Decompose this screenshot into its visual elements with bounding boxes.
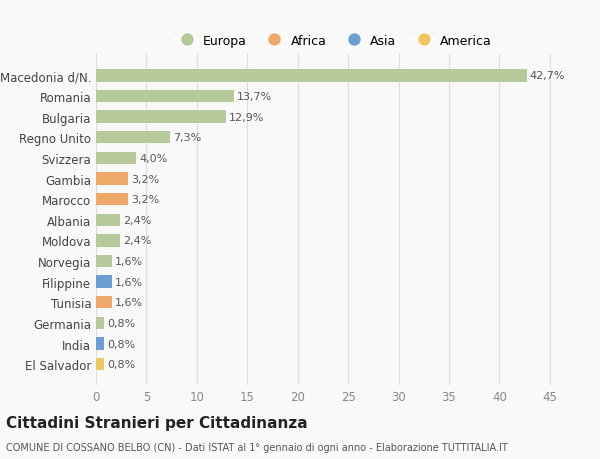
Text: 0,8%: 0,8% [107,318,136,328]
Bar [96,132,170,144]
Text: 13,7%: 13,7% [237,92,272,102]
Bar [96,91,234,103]
Text: 12,9%: 12,9% [229,112,265,123]
Bar [96,70,527,83]
Text: COMUNE DI COSSANO BELBO (CN) - Dati ISTAT al 1° gennaio di ogni anno - Elaborazi: COMUNE DI COSSANO BELBO (CN) - Dati ISTA… [6,442,508,452]
Text: 1,6%: 1,6% [115,277,143,287]
Text: 7,3%: 7,3% [173,133,201,143]
Text: 42,7%: 42,7% [530,71,565,81]
Bar [96,358,104,370]
Text: 4,0%: 4,0% [139,154,167,163]
Bar [96,111,226,123]
Legend: Europa, Africa, Asia, America: Europa, Africa, Asia, America [168,28,498,54]
Bar [96,338,104,350]
Text: 1,6%: 1,6% [115,297,143,308]
Text: 2,4%: 2,4% [123,215,152,225]
Bar [96,214,120,226]
Text: 0,8%: 0,8% [107,339,136,349]
Bar [96,173,128,185]
Text: 0,8%: 0,8% [107,359,136,369]
Bar [96,317,104,330]
Bar [96,255,112,268]
Text: 3,2%: 3,2% [131,195,160,205]
Bar [96,152,136,165]
Bar [96,194,128,206]
Text: 3,2%: 3,2% [131,174,160,184]
Bar [96,297,112,309]
Text: 2,4%: 2,4% [123,236,152,246]
Bar [96,276,112,288]
Text: 1,6%: 1,6% [115,257,143,267]
Bar [96,235,120,247]
Text: Cittadini Stranieri per Cittadinanza: Cittadini Stranieri per Cittadinanza [6,415,308,430]
